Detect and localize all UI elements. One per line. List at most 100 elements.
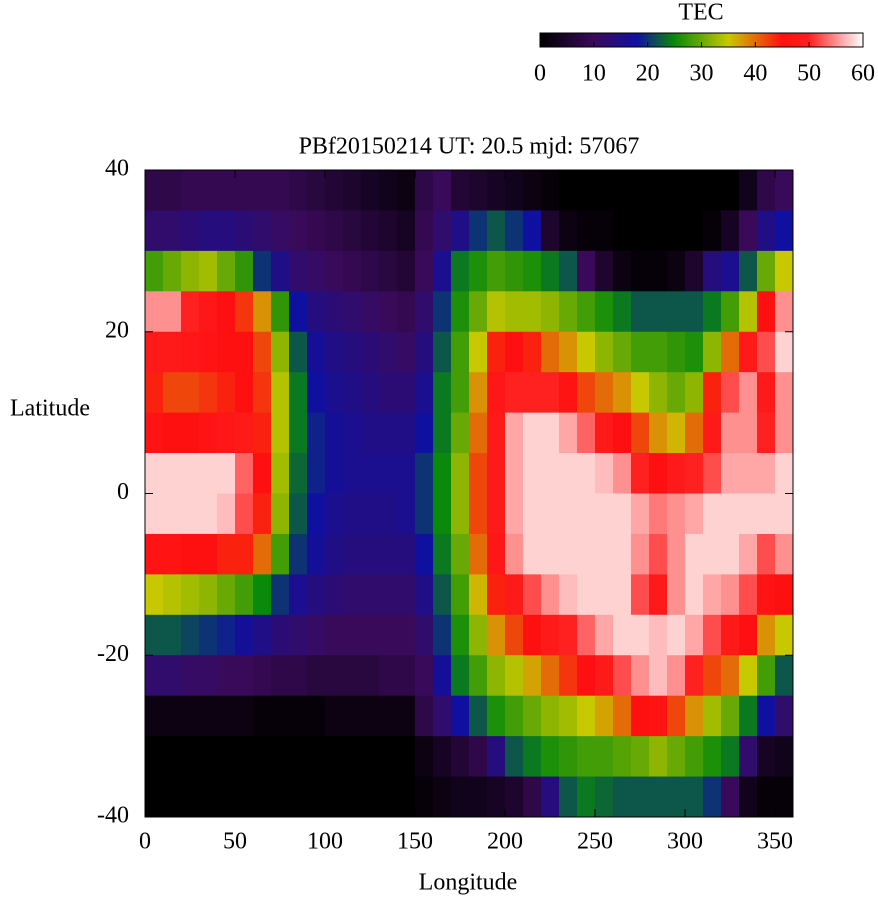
heatmap-cell: [667, 250, 686, 292]
heatmap-cell: [325, 291, 344, 333]
heatmap-cell: [559, 695, 578, 737]
heatmap-cell: [757, 453, 776, 494]
heatmap-cell: [649, 453, 668, 494]
heatmap-cell: [163, 331, 182, 373]
heatmap-cell: [577, 170, 596, 211]
heatmap-cell: [163, 372, 182, 414]
heatmap-cell: [613, 736, 632, 778]
heatmap-cell: [487, 453, 506, 494]
heatmap-cell: [199, 291, 218, 333]
heatmap-cell: [235, 614, 254, 656]
x-tick-label: 150: [397, 829, 433, 855]
heatmap-cell: [667, 736, 686, 778]
heatmap-cell: [415, 574, 434, 616]
heatmap-cell: [253, 210, 272, 252]
heatmap-cell: [379, 614, 398, 656]
heatmap-cell: [181, 210, 200, 252]
heatmap-cell: [181, 533, 200, 575]
heatmap-cell: [487, 695, 506, 737]
heatmap-cell: [703, 412, 722, 454]
heatmap-cell: [361, 736, 380, 778]
heatmap-cell: [145, 493, 164, 535]
heatmap-cell: [595, 493, 614, 535]
heatmap-cell: [631, 412, 650, 454]
heatmap-cell: [379, 533, 398, 575]
heatmap-cell: [613, 210, 632, 252]
heatmap-cell: [163, 655, 182, 697]
heatmap-cell: [253, 372, 272, 414]
heatmap-cell: [505, 170, 524, 211]
heatmap-cell: [685, 412, 704, 454]
heatmap-cell: [199, 614, 218, 656]
heatmap-cell: [703, 210, 722, 252]
heatmap-cell: [271, 533, 290, 575]
heatmap-cell: [577, 776, 596, 818]
heatmap-cell: [559, 736, 578, 778]
heatmap-cell: [235, 776, 254, 818]
heatmap-cell: [217, 250, 236, 292]
heatmap-cell: [523, 210, 542, 252]
heatmap-cell: [433, 574, 452, 616]
heatmap-cell: [415, 250, 434, 292]
heatmap-cell: [667, 170, 686, 211]
heatmap-cell: [505, 493, 524, 535]
heatmap-cell: [685, 331, 704, 373]
heatmap-cell: [685, 776, 704, 818]
heatmap-cell: [217, 574, 236, 616]
heatmap-cell: [577, 695, 596, 737]
heatmap-cell: [667, 574, 686, 616]
heatmap-cell: [163, 533, 182, 575]
heatmap-cell: [397, 210, 416, 252]
heatmap-cell: [667, 493, 686, 535]
heatmap-cell: [433, 533, 452, 575]
heatmap-cell: [559, 493, 578, 535]
heatmap-cell: [145, 574, 164, 616]
heatmap-cell: [271, 331, 290, 373]
heatmap-cell: [343, 493, 362, 535]
heatmap-cell: [181, 736, 200, 778]
heatmap-cell: [469, 493, 488, 535]
heatmap-cell: [199, 493, 218, 535]
heatmap-cell: [199, 574, 218, 616]
heatmap-cell: [685, 170, 704, 211]
heatmap-cell: [685, 453, 704, 494]
heatmap-cell: [613, 170, 632, 211]
heatmap-cell: [379, 291, 398, 333]
heatmap-cell: [199, 331, 218, 373]
heatmap-cell: [325, 170, 344, 211]
heatmap-cell: [145, 291, 164, 333]
y-tick-label: 0: [117, 479, 129, 505]
heatmap-cell: [307, 695, 326, 737]
heatmap-cell: [343, 453, 362, 494]
heatmap-cells: [145, 170, 794, 818]
heatmap-cell: [577, 655, 596, 697]
heatmap-cell: [379, 776, 398, 818]
heatmap-cell: [217, 776, 236, 818]
heatmap-cell: [739, 412, 758, 454]
heatmap-cell: [505, 574, 524, 616]
heatmap-cell: [703, 736, 722, 778]
heatmap-cell: [325, 776, 344, 818]
heatmap-cell: [703, 291, 722, 333]
heatmap-cell: [757, 493, 776, 535]
heatmap-cell: [163, 210, 182, 252]
heatmap-cell: [415, 533, 434, 575]
heatmap-cell: [343, 210, 362, 252]
heatmap-cell: [361, 412, 380, 454]
heatmap-cell: [541, 695, 560, 737]
heatmap-cell: [775, 533, 794, 575]
heatmap-cell: [415, 453, 434, 494]
heatmap-cell: [649, 493, 668, 535]
heatmap-cell: [343, 533, 362, 575]
heatmap-cell: [739, 574, 758, 616]
heatmap-cell: [271, 695, 290, 737]
heatmap-cell: [775, 372, 794, 414]
heatmap-cell: [487, 655, 506, 697]
heatmap-cell: [685, 736, 704, 778]
heatmap-cell: [343, 736, 362, 778]
heatmap-cell: [325, 453, 344, 494]
heatmap-cell: [325, 614, 344, 656]
heatmap-cell: [433, 736, 452, 778]
heatmap-cell: [271, 170, 290, 211]
heatmap-cell: [397, 331, 416, 373]
